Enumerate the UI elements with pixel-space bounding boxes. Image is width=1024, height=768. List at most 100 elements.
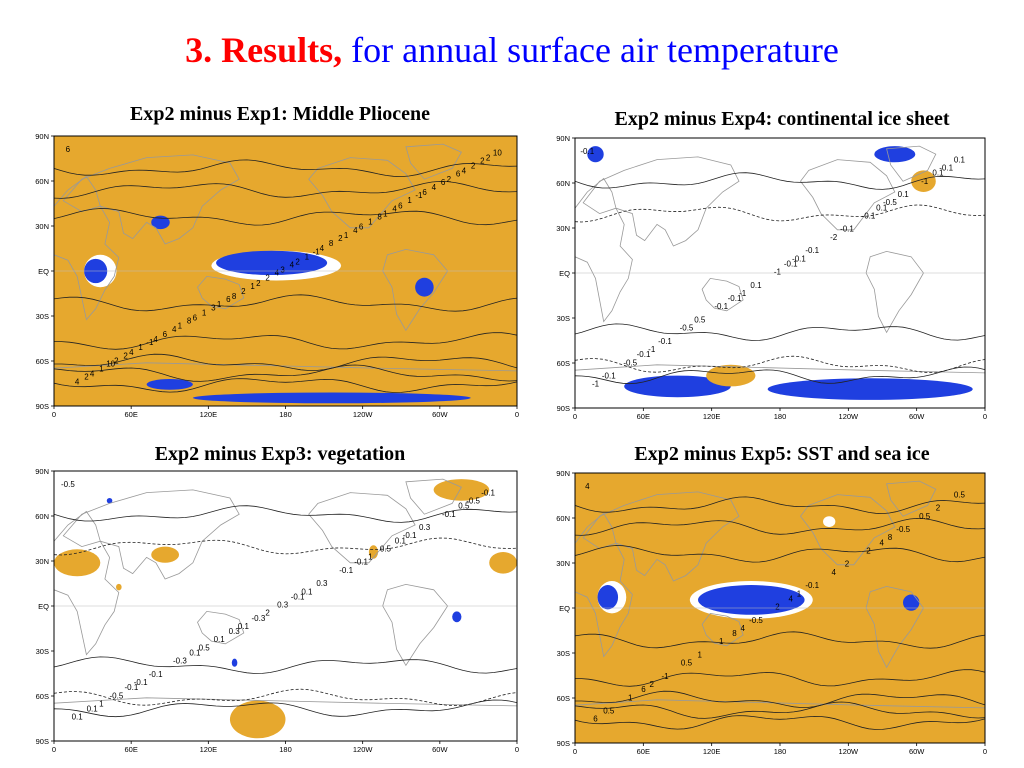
shaded-anomaly-regions xyxy=(54,479,517,739)
lon-tick-label: 120W xyxy=(839,747,860,756)
contour-label: 2 xyxy=(471,162,476,171)
panel-title-vegetation: Exp2 minus Exp3: vegetation xyxy=(154,443,406,465)
lat-tick-label: 60N xyxy=(556,514,570,523)
contour-label: 0.5 xyxy=(199,643,211,652)
lon-tick-label: 120W xyxy=(353,410,374,419)
contour-label: 0.5 xyxy=(694,315,706,324)
contour-label: -1 xyxy=(146,338,154,347)
cold-anomaly-southern-west xyxy=(624,375,731,398)
contour-label: -1 xyxy=(921,177,929,186)
contour-label: 2 xyxy=(650,680,655,689)
contour-label: -0.1 xyxy=(481,488,495,497)
contour-label: 4 xyxy=(129,348,134,357)
contour-label: 8 xyxy=(888,533,893,542)
lat-tick-label: 90N xyxy=(35,467,49,476)
lat-tick-label: 90S xyxy=(36,402,49,411)
contour-label: 6 xyxy=(398,201,403,210)
contour-label: 4 xyxy=(740,624,745,633)
lat-tick-label: 60N xyxy=(35,177,49,186)
warm-anomaly-arctic xyxy=(433,479,490,501)
warm-anomaly-southern xyxy=(706,364,756,387)
contour-label: 4 xyxy=(275,269,280,278)
contour-labels: -0.50.30.1-0.1-0.10.50.1-0.10.1-0.30.3-0… xyxy=(61,480,496,722)
contour-label: 1 xyxy=(628,693,633,702)
contour-label: -1 xyxy=(415,191,423,200)
cold-anomaly-asia xyxy=(151,215,170,230)
contour-label: 4 xyxy=(879,538,884,547)
continent-outlines xyxy=(575,145,985,408)
contour-label: -0.5 xyxy=(749,616,763,625)
cold-anomaly-atlantic xyxy=(903,594,920,611)
contour-label: 8 xyxy=(377,213,382,222)
contour-label: 2 xyxy=(845,560,850,569)
contour-label: 4 xyxy=(75,378,80,387)
contour-label: 2 xyxy=(486,153,491,162)
lat-tick-label: 90S xyxy=(36,737,49,746)
contour-label: -0.5 xyxy=(466,497,480,506)
contour-label: 8 xyxy=(329,239,334,248)
contour-label: 3 xyxy=(280,266,285,275)
contour-label: -0.3 xyxy=(173,657,187,666)
contour-label: 6 xyxy=(641,685,646,694)
map-ice-sheet: -0.1-0.10.1-0.1-0.10.10.5-0.1-0.10.10.1-… xyxy=(556,134,987,421)
contour-label: 4 xyxy=(353,226,358,235)
contour-label: 6 xyxy=(593,715,598,724)
contour-label: 2 xyxy=(84,373,89,382)
contour-label: -0.1 xyxy=(149,670,163,679)
contour-label: 2 xyxy=(123,351,128,360)
contour-label: 0.5 xyxy=(380,544,392,553)
warm-anomaly-east xyxy=(489,552,517,574)
cold-anomaly-atlantic xyxy=(452,611,462,623)
contour-label: -0.5 xyxy=(883,198,897,207)
cold-anomaly-pacific xyxy=(698,585,805,615)
contour-label: 4 xyxy=(432,183,437,192)
contour-label: 0.3 xyxy=(229,627,241,636)
contour-label: -0.1 xyxy=(658,337,672,346)
lat-tick-label: 30S xyxy=(36,647,49,656)
lat-tick-label: 60N xyxy=(556,179,570,188)
contour-label: -0.3 xyxy=(251,614,265,623)
contour-label: 3 xyxy=(211,303,216,312)
contour-label: 0.1 xyxy=(395,536,407,545)
contour-label: -0.1 xyxy=(637,350,651,359)
cold-anomaly-antarctic xyxy=(192,392,471,404)
contour-label: 0.1 xyxy=(932,169,944,178)
map-pliocene: 6864246642644211232114211121112468106424… xyxy=(35,132,519,419)
contour-label: 0.1 xyxy=(87,705,99,714)
contour-label: 1 xyxy=(344,231,349,240)
contour-label: 1 xyxy=(99,365,104,374)
lat-tick-label: 90N xyxy=(556,134,570,143)
contour-label: 0.3 xyxy=(316,579,328,588)
lat-tick-label: EQ xyxy=(38,602,49,611)
warm-anomaly-small xyxy=(116,583,122,591)
cold-anomaly-eurasia xyxy=(587,146,604,163)
lat-tick-label: 30S xyxy=(36,312,49,321)
contour-label: 0.1 xyxy=(301,587,313,596)
neutral-region xyxy=(823,516,836,527)
cold-anomaly-southern-east xyxy=(767,378,973,400)
contour-label: 6 xyxy=(422,188,427,197)
contour-label: 0.5 xyxy=(954,490,966,499)
cold-anomaly-europe xyxy=(106,498,113,504)
contour-label: 1 xyxy=(99,700,104,709)
cold-anomaly-pacific xyxy=(216,250,328,276)
contour-label: 4 xyxy=(392,204,397,213)
contour-label: -0.5 xyxy=(680,324,694,333)
contour-label: 2 xyxy=(256,279,261,288)
contour-label: 0.1 xyxy=(238,622,250,631)
lat-tick-label: 60S xyxy=(557,359,570,368)
lat-tick-label: 30S xyxy=(557,314,570,323)
lat-tick-label: 60S xyxy=(36,357,49,366)
shaded-anomaly-regions xyxy=(587,146,973,400)
contour-label: 6 xyxy=(163,330,168,339)
map-sst-sea-ice: 484642120.5-0.5-0.5-1-0.10.512120.50.546… xyxy=(556,469,987,756)
lat-tick-label: EQ xyxy=(38,267,49,276)
contour-labels: 484642120.5-0.5-0.5-1-0.10.512120.50.546… xyxy=(585,482,965,724)
lon-tick-label: 0 xyxy=(573,412,577,421)
contour-label: 1 xyxy=(138,343,143,352)
lon-tick-label: 120E xyxy=(200,745,218,754)
panel-title-sst-sea-ice: Exp2 minus Exp5: SST and sea ice xyxy=(634,443,930,465)
contour-label: -0.1 xyxy=(354,558,368,567)
contour-label: 0.5 xyxy=(681,659,693,668)
